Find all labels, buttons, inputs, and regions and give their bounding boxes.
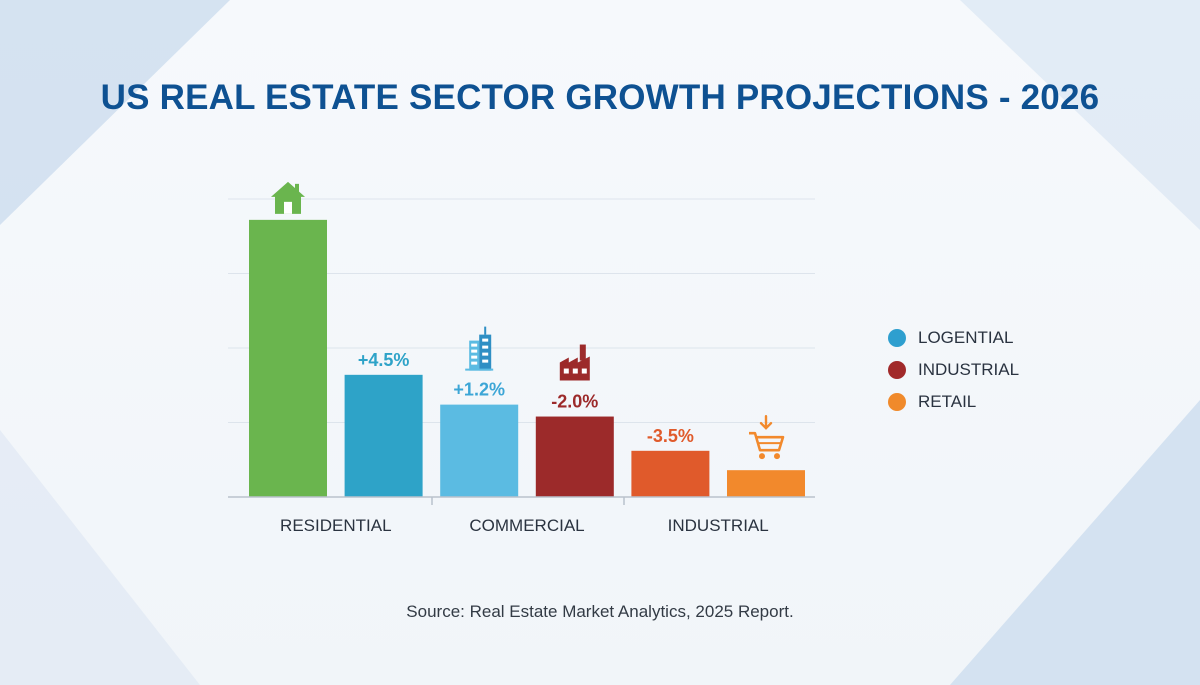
bar — [727, 470, 805, 497]
legend-label: LOGENTIAL — [918, 328, 1014, 347]
bar — [249, 219, 327, 498]
source-note: Source: Real Estate Market Analytics, 20… — [406, 602, 794, 621]
chart-legend: LOGENTIAL INDUSTRIAL RETAIL — [888, 322, 1019, 418]
legend-item: INDUSTRIAL — [888, 354, 1019, 386]
data-label: -3.5% — [647, 426, 694, 446]
data-label: +4.5% — [358, 350, 410, 370]
bar — [631, 450, 710, 497]
legend-swatch — [888, 361, 906, 379]
building-icon — [465, 326, 494, 371]
shopping-cart-icon — [749, 414, 785, 460]
legend-item: LOGENTIAL — [888, 322, 1019, 354]
x-tick-label: COMMERCIAL — [469, 516, 584, 535]
x-tick-label: RESIDENTIAL — [280, 516, 391, 535]
factory-icon — [559, 344, 590, 381]
legend-swatch — [888, 393, 906, 411]
data-label: -2.0% — [551, 392, 598, 412]
bar — [440, 404, 519, 497]
bar — [535, 416, 614, 497]
x-tick-label: INDUSTRIAL — [668, 516, 769, 535]
bar — [344, 374, 423, 497]
data-label: +1.2% — [453, 380, 505, 400]
legend-swatch — [888, 329, 906, 347]
legend-item: RETAIL — [888, 386, 1019, 418]
house-icon — [271, 181, 305, 214]
legend-label: INDUSTRIAL — [918, 360, 1020, 379]
chart-title: US REAL ESTATE SECTOR GROWTH PROJECTIONS… — [100, 78, 1100, 117]
legend-label: RETAIL — [918, 392, 977, 411]
